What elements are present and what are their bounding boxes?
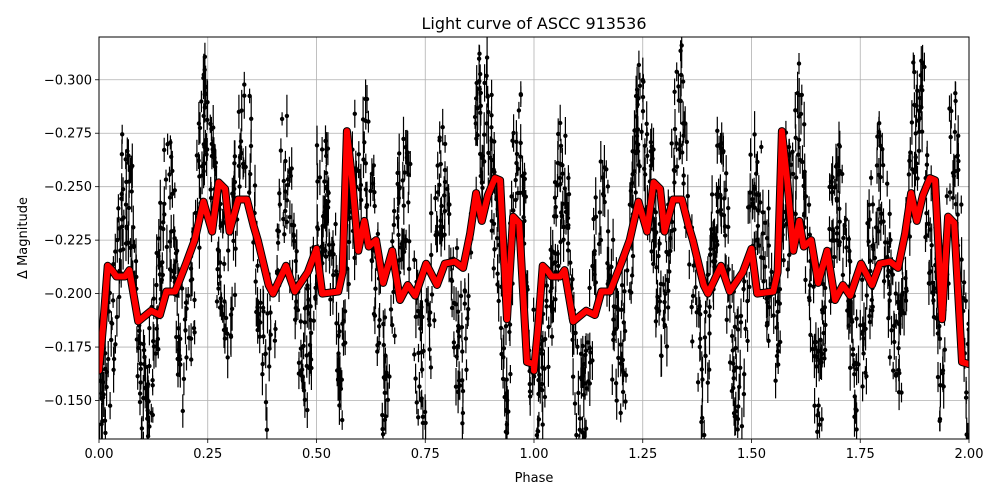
x-tick-label: 1.75 [846,447,875,462]
y-tick-label: −0.175 [44,341,92,356]
y-tick-label: −0.275 [44,127,92,142]
y-tick-label: −0.250 [44,180,92,195]
x-tick-label: 1.00 [520,447,549,462]
x-axis-ticks: 0.00 0.25 0.50 0.75 1.00 1.25 1.50 1.75 2.00 [85,439,984,462]
y-tick-label: −0.150 [44,394,92,409]
x-tick-label: 2.00 [955,447,984,462]
x-tick-label: 1.25 [628,447,657,462]
y-axis-label: Δ Magnitude [16,197,31,279]
y-tick-label: −0.200 [44,287,92,302]
y-tick-label: −0.225 [44,234,92,249]
chart-title: Light curve of ASCC 913536 [421,14,646,33]
y-axis-ticks: −0.300 −0.275 −0.250 −0.225 −0.200 −0.175 −0.1… [44,73,99,409]
x-tick-label: 0.00 [85,447,114,462]
x-axis-label: Phase [515,471,554,486]
y-tick-label: −0.300 [44,73,92,88]
x-tick-label: 0.25 [193,447,222,462]
x-tick-label: 1.50 [737,447,766,462]
model-curve [99,127,969,375]
x-tick-label: 0.75 [411,447,440,462]
x-tick-label: 0.50 [302,447,331,462]
